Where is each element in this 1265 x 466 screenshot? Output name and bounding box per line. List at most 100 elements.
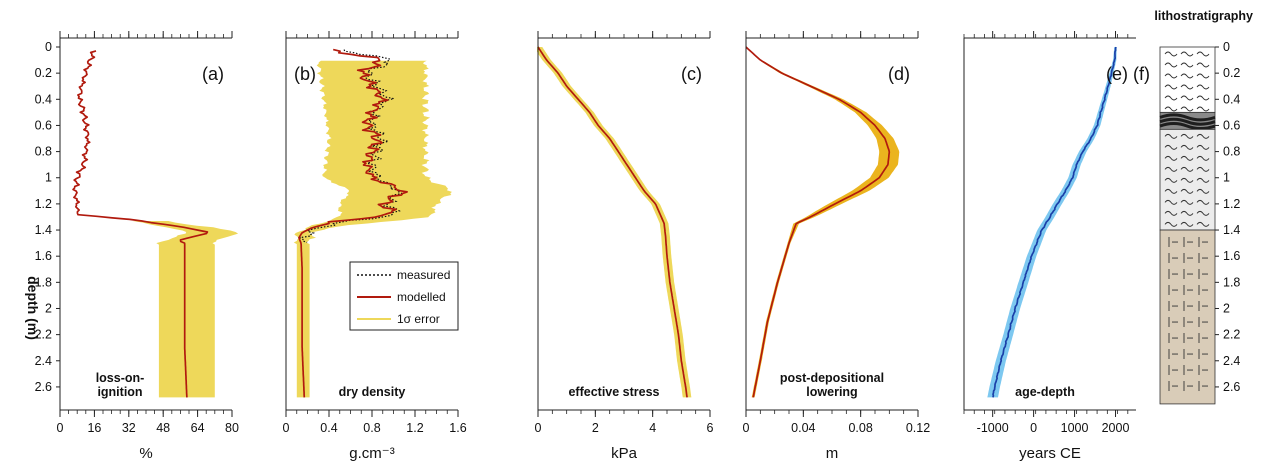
- litho-wave-mark: [1164, 106, 1178, 112]
- litho-wave-mark: [1164, 95, 1178, 101]
- litho-wave-mark: [1196, 177, 1210, 183]
- litho-band-mark: [1159, 117, 1216, 126]
- panel-c-tick-label: 6: [707, 421, 714, 435]
- depth-tick-label: 2: [45, 301, 52, 315]
- litho-depth-tick-label: 2.4: [1223, 354, 1240, 368]
- legend: measured modelled 1σ error: [349, 261, 459, 331]
- litho-wave-mark: [1180, 62, 1194, 68]
- depth-tick-label: 1.2: [35, 197, 52, 211]
- depth-tick-label: 1.4: [35, 223, 52, 237]
- panel-b-unit-label: g.cm⁻³: [349, 445, 394, 462]
- panel-c-tick-label: 0: [535, 421, 542, 435]
- litho-wave-mark: [1196, 166, 1210, 172]
- panel-a-letter: (a): [202, 64, 224, 84]
- litho-unit: [1159, 46, 1216, 113]
- panel-e-modelled-line: [992, 46, 1117, 398]
- litho-wave-mark: [1164, 133, 1178, 139]
- panel-e-error-band: [987, 47, 1117, 398]
- litho-wave-mark: [1196, 210, 1210, 216]
- panel-d-name: lowering: [806, 385, 857, 399]
- panel-c-letter: (c): [681, 64, 702, 84]
- panel-b-letter: (b): [294, 64, 316, 84]
- panel-b-name: dry density: [339, 385, 406, 399]
- litho-wave-mark: [1164, 62, 1178, 68]
- panel-e-letter: (e): [1106, 64, 1128, 84]
- litho-wave-mark: [1164, 177, 1178, 183]
- litho-wave-mark: [1196, 51, 1210, 57]
- panel-d: 0 0.04 0.08 0.12 m (d) post-depositionalloweri…: [743, 31, 930, 462]
- panel-e-tick-label: 1000: [1061, 421, 1089, 435]
- panel-d-tick-label: 0.04: [791, 421, 815, 435]
- litho-wave-mark: [1164, 221, 1178, 227]
- litho-wave-mark: [1164, 73, 1178, 79]
- panel-c-modelled-line: [537, 46, 688, 398]
- litho-wave-mark: [1196, 73, 1210, 79]
- legend-error-label: 1σ error: [397, 312, 440, 326]
- lithostratigraphy-column: 0 0.2 0.4 0.6 0.8 1 1.2 1.4 1.6 1.8 2 2.2 2.4 2.6 (f): [1133, 40, 1240, 405]
- panel-d-tick-label: 0.12: [906, 421, 930, 435]
- litho-wave-mark: [1196, 144, 1210, 150]
- depth-tick-label: 1.8: [35, 275, 52, 289]
- litho-wave-mark: [1164, 188, 1178, 194]
- litho-depth-tick-label: 0.2: [1223, 66, 1240, 80]
- panel-b-tick-label: 1.6: [449, 421, 466, 435]
- litho-depth-tick-label: 1.6: [1223, 249, 1240, 263]
- litho-wave-mark: [1164, 199, 1178, 205]
- litho-wave-mark: [1196, 155, 1210, 161]
- depth-tick-label: 0: [45, 40, 52, 54]
- panel-a-unit-label: %: [139, 445, 152, 462]
- panel-d-name: post-depositional: [780, 371, 884, 385]
- depth-tick-label: 0.6: [35, 118, 52, 132]
- litho-wave-mark: [1180, 106, 1194, 112]
- litho-wave-mark: [1196, 95, 1210, 101]
- panel-d-tick-label: 0: [743, 421, 750, 435]
- legend-modelled-label: modelled: [397, 290, 446, 304]
- panel-d-error-band: [751, 61, 900, 398]
- litho-wave-mark: [1196, 188, 1210, 194]
- litho-wave-mark: [1180, 210, 1194, 216]
- litho-depth-tick-label: 2.6: [1223, 380, 1240, 394]
- litho-depth-tick-label: 1.2: [1223, 197, 1240, 211]
- panel-b-tick-label: 0.8: [363, 421, 380, 435]
- panel-a-tick-label: 80: [225, 421, 239, 435]
- litho-wave-mark: [1196, 221, 1210, 227]
- panel-a-data: [72, 50, 239, 398]
- litho-wave-mark: [1180, 95, 1194, 101]
- panel-a-name: ignition: [97, 385, 142, 399]
- panel-e-tick-label: 2000: [1102, 421, 1130, 435]
- litho-wave-mark: [1164, 155, 1178, 161]
- depth-tick-label: 2.2: [35, 328, 52, 342]
- litho-unit: [1159, 229, 1216, 405]
- litho-depth-tick-label: 0.4: [1223, 92, 1240, 106]
- litho-wave-mark: [1196, 106, 1210, 112]
- litho-depth-tick-label: 0.8: [1223, 145, 1240, 159]
- panel-b-tick-label: 0.4: [320, 421, 337, 435]
- litho-wave-mark: [1196, 84, 1210, 90]
- litho-wave-mark: [1180, 177, 1194, 183]
- panel-d-data: [745, 46, 900, 398]
- depth-tick-label: 0.4: [35, 92, 52, 106]
- litho-band-mark: [1159, 122, 1216, 131]
- litho-wave-mark: [1164, 166, 1178, 172]
- panel-a-name: loss-on-: [96, 371, 145, 385]
- panel-a-tick-label: 0: [57, 421, 64, 435]
- litho-wave-mark: [1180, 166, 1194, 172]
- litho-wave-mark: [1180, 155, 1194, 161]
- litho-wave-mark: [1164, 144, 1178, 150]
- panel-e-tick-label: 0: [1030, 421, 1037, 435]
- panel-c-unit-label: kPa: [611, 445, 638, 462]
- litho-wave-mark: [1180, 188, 1194, 194]
- panel-a-tick-label: 32: [122, 421, 136, 435]
- panel-e-name: age-depth: [1015, 385, 1075, 399]
- litho-wave-mark: [1164, 84, 1178, 90]
- litho-depth-tick-label: 2: [1223, 301, 1230, 315]
- panel-b-modelled-line: [298, 48, 408, 398]
- panel-a-tick-label: 48: [156, 421, 170, 435]
- litho-wave-mark: [1164, 51, 1178, 57]
- panel-b-data: [293, 48, 452, 398]
- litho-depth-tick-label: 2.2: [1223, 328, 1240, 342]
- litho-wave-mark: [1196, 62, 1210, 68]
- panel-d-unit-label: m: [826, 445, 839, 462]
- depth-tick-label: 0.8: [35, 145, 52, 159]
- panel-b-tick-label: 0: [283, 421, 290, 435]
